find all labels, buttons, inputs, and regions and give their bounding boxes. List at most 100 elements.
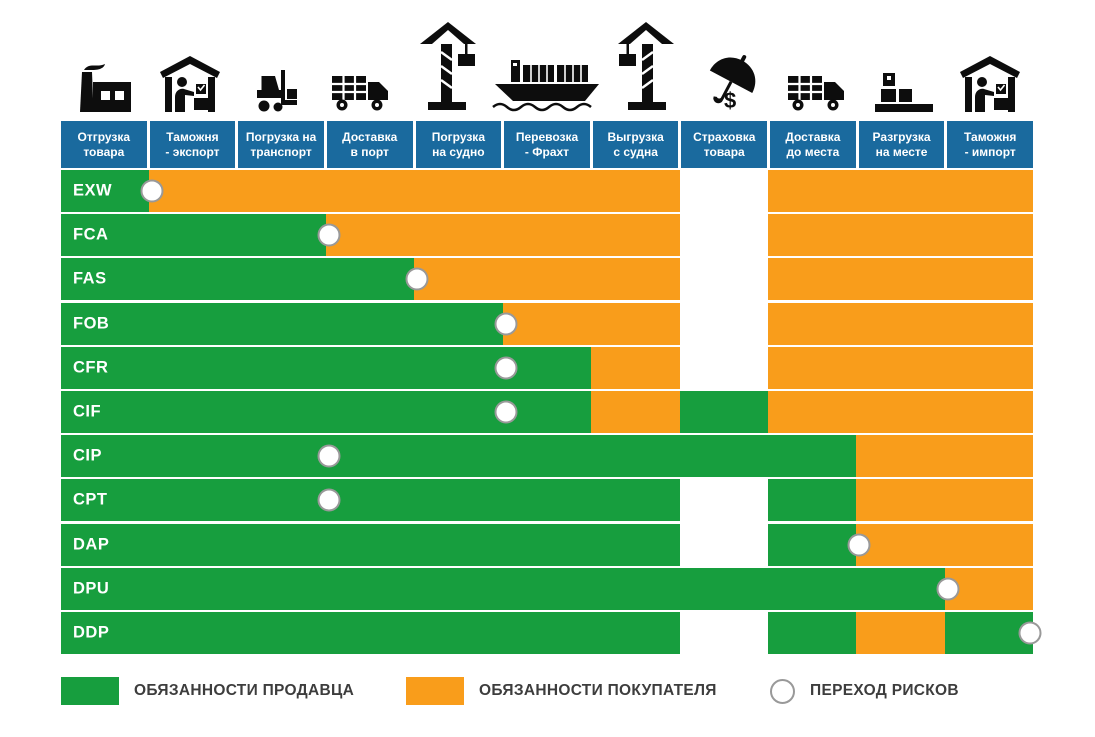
segment-seller: [679, 390, 768, 433]
column-header-line: на месте: [875, 144, 928, 159]
column-header-line: Погрузка на: [245, 130, 317, 145]
column-header-2: Таможня - экспорт: [149, 121, 236, 168]
column-header-5: Погрузка на судно: [415, 121, 502, 168]
segment-buyer: [326, 214, 680, 257]
row-CFR: CFR: [61, 346, 1033, 389]
risk-transfer-circle: [405, 267, 429, 291]
row-FOB: FOB: [61, 302, 1033, 345]
column-header-line: Доставка: [785, 130, 841, 145]
legend-swatch-risk: [770, 678, 795, 704]
column-header-line: Выгрузка: [607, 130, 664, 145]
customs-export-icon: [160, 56, 220, 112]
row-label-CPT: CPT: [73, 490, 108, 509]
segment-seller: [61, 611, 680, 654]
column-header-6: Перевозка - Фрахт: [504, 121, 590, 168]
risk-transfer-circle: [847, 533, 871, 556]
truck-icon: [332, 74, 392, 112]
column-header-line: Страховка: [693, 130, 756, 145]
legend-label: ОБЯЗАННОСТИ ПРОДАВЦА: [134, 682, 355, 699]
column-header-line: - экспорт: [165, 144, 220, 159]
segment-buyer: [767, 258, 1033, 301]
segment-buyer: [767, 346, 1033, 389]
row-CIP: CIP: [61, 435, 1033, 478]
segment-buyer: [856, 435, 1033, 478]
row-CPT: CPT: [61, 479, 1033, 522]
row-label-CIP: CIP: [73, 446, 103, 465]
segment-seller: [61, 214, 327, 257]
segment-buyer: [149, 170, 680, 212]
row-DDP: DDP: [61, 611, 1042, 654]
segment-none: [679, 258, 768, 301]
row-label-DPU: DPU: [73, 579, 110, 598]
forklift-icon: [251, 70, 301, 112]
row-DPU: DPU: [61, 567, 1033, 610]
segment-none: [679, 302, 768, 345]
segment-none: [679, 214, 768, 257]
segment-buyer: [944, 567, 1033, 610]
segment-seller: [61, 258, 415, 301]
risk-transfer-circle: [494, 312, 518, 336]
row-EXW: EXW: [61, 170, 1033, 212]
segment-seller: [61, 170, 150, 212]
port-crane-mirrored-icon: [618, 20, 674, 112]
row-label-EXW: EXW: [73, 181, 113, 200]
segment-none: [679, 346, 768, 389]
row-label-FCA: FCA: [73, 225, 109, 244]
segment-buyer: [767, 170, 1033, 212]
column-header-line: Погрузка: [431, 130, 485, 145]
risk-transfer-circle: [317, 488, 341, 512]
segment-buyer: [856, 523, 1033, 566]
svg-text:$: $: [724, 88, 736, 113]
delivery-truck-icon: [788, 74, 848, 112]
column-header-line: Разгрузка: [872, 130, 931, 145]
segment-buyer: [856, 479, 1033, 522]
segment-none: [679, 170, 768, 212]
row-DAP: DAP: [61, 523, 1033, 566]
container-ship-icon: [491, 56, 603, 112]
legend-swatch-buyer: [406, 677, 464, 705]
row-label-FOB: FOB: [73, 314, 110, 333]
column-header-1: Отгрузка товара: [61, 121, 147, 168]
risk-transfer-circle: [494, 356, 518, 380]
segment-none: [679, 479, 768, 522]
icons-row: $: [61, 12, 1033, 113]
column-header-line: товара: [83, 144, 125, 159]
column-header-7: Выгрузка с судна: [592, 121, 679, 168]
risk-transfer-circle: [936, 577, 960, 601]
customs-import-icon: [960, 56, 1020, 112]
risk-transfer-circle: [140, 179, 164, 203]
factory-icon: [75, 60, 133, 112]
segment-buyer: [502, 302, 680, 345]
row-label-CFR: CFR: [73, 358, 109, 377]
legend-label: ОБЯЗАННОСТИ ПОКУПАТЕЛЯ: [479, 682, 717, 699]
row-FAS: FAS: [61, 258, 1033, 301]
column-header-4: Доставка в порт: [326, 121, 413, 168]
column-header-line: Таможня: [963, 130, 1017, 145]
segment-seller: [61, 523, 680, 566]
insurance-umbrella-icon: $: [706, 55, 758, 113]
port-crane-icon: [420, 20, 476, 112]
segment-buyer: [767, 390, 1033, 433]
legend-label: ПЕРЕХОД РИСКОВ: [810, 682, 959, 699]
column-header-11: Таможня - импорт: [947, 121, 1033, 168]
column-header-line: - Фрахт: [524, 144, 570, 159]
segment-seller: [767, 479, 857, 522]
segment-buyer: [767, 214, 1033, 257]
segment-seller: [767, 611, 857, 654]
column-header-line: до места: [786, 144, 840, 159]
row-CIF: CIF: [61, 390, 1033, 433]
segment-buyer: [414, 258, 680, 301]
cargo-boxes-icon: [875, 70, 933, 112]
column-header-line: с судна: [613, 144, 658, 159]
legend-swatch-seller: [61, 677, 119, 705]
column-header-line: Доставка: [342, 130, 398, 145]
risk-transfer-circle: [317, 444, 341, 468]
risk-transfer-circle: [317, 223, 341, 247]
column-header-line: в порт: [350, 144, 389, 159]
segment-buyer: [591, 390, 680, 433]
legend-item-seller: ОБЯЗАННОСТИ ПРОДАВЦА: [61, 672, 354, 710]
row-FCA: FCA: [61, 214, 1033, 257]
segment-buyer: [856, 611, 945, 654]
grid-body: EXW FCA FAS FOB CFR CIF CIP CPT DAP DPU DDP: [61, 170, 1042, 656]
